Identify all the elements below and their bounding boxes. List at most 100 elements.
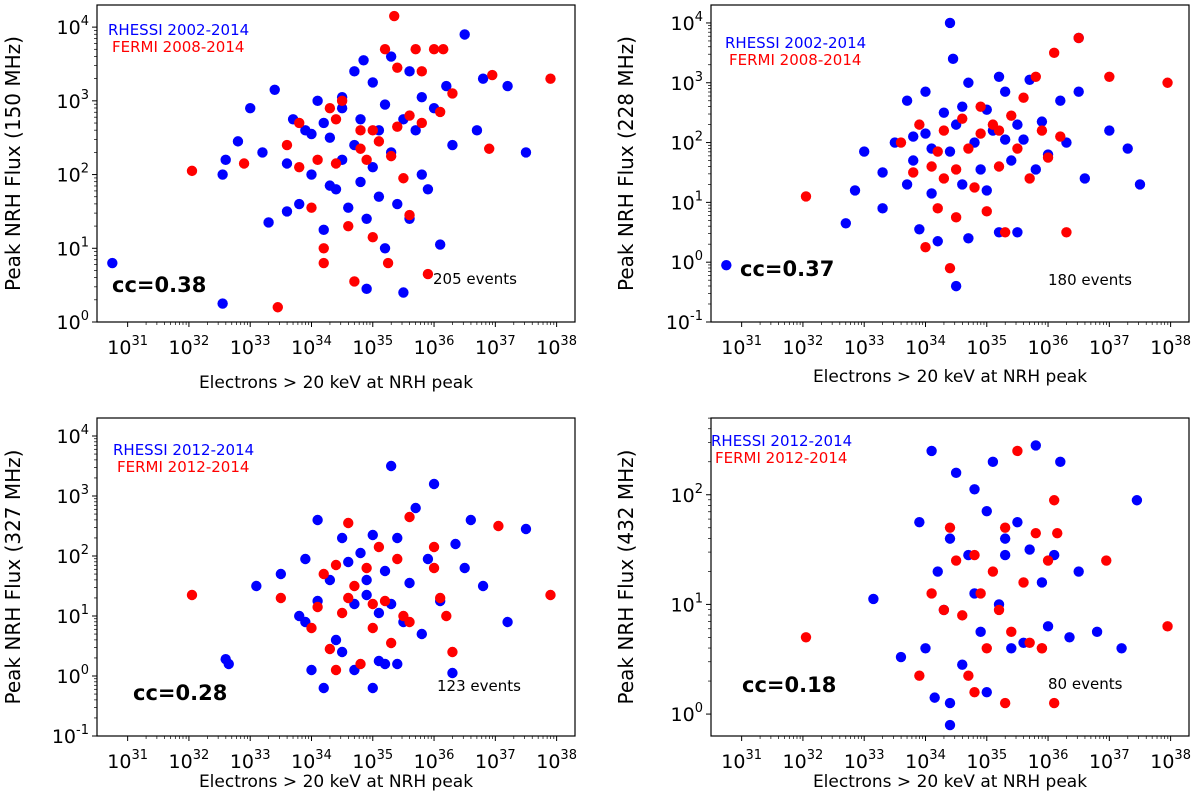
y-tick-label: 101 <box>671 189 703 214</box>
data-point-fermi <box>272 302 283 313</box>
data-point-rhessi <box>502 80 513 92</box>
data-point-rhessi <box>1006 643 1017 654</box>
data-point-fermi <box>957 113 968 124</box>
data-point-rhessi <box>434 239 446 250</box>
y-axis-label: Peak NRH Flux (150 MHz) <box>1 36 25 291</box>
data-point-fermi <box>336 95 348 107</box>
data-point-rhessi <box>1091 626 1103 638</box>
data-point-fermi <box>312 154 323 166</box>
data-point-rhessi <box>944 533 956 544</box>
data-point-rhessi <box>929 692 940 703</box>
data-point-rhessi <box>920 86 931 97</box>
data-point-rhessi <box>993 71 1005 82</box>
data-point-fermi <box>404 209 415 221</box>
data-point-fermi <box>950 555 962 566</box>
data-point-fermi <box>938 125 950 136</box>
data-point-fermi <box>330 158 342 169</box>
data-point-rhessi <box>938 107 950 118</box>
data-point-rhessi <box>987 456 999 468</box>
data-point-rhessi <box>324 180 336 191</box>
data-point-rhessi <box>895 651 907 663</box>
x-tick-label: 1033 <box>230 334 271 359</box>
data-point-fermi <box>950 212 962 223</box>
x-tick-label: 1034 <box>291 748 332 773</box>
data-point-fermi <box>330 114 342 125</box>
data-point-fermi <box>1006 626 1017 638</box>
data-point-rhessi <box>300 553 311 565</box>
data-point-fermi <box>398 173 409 184</box>
data-point-rhessi <box>428 478 440 490</box>
data-point-fermi <box>545 589 556 601</box>
data-point-fermi <box>914 119 925 130</box>
x-tick-label: 1037 <box>1089 334 1130 359</box>
legend-fermi: FERMI 2008-2014 <box>112 38 244 56</box>
data-point-fermi <box>999 522 1011 533</box>
data-point-rhessi <box>1012 119 1023 130</box>
data-point-rhessi <box>920 643 931 654</box>
data-point-fermi <box>1030 71 1041 82</box>
data-point-rhessi <box>373 607 385 619</box>
data-point-rhessi <box>257 147 268 158</box>
data-point-fermi <box>389 10 400 22</box>
data-point-fermi <box>294 161 305 173</box>
data-point-rhessi <box>410 502 421 514</box>
data-point-fermi <box>981 643 992 654</box>
data-point-fermi <box>330 664 342 676</box>
data-point-rhessi <box>367 529 378 541</box>
y-axis-label: Peak NRH Flux (228 MHz) <box>614 36 638 291</box>
data-point-rhessi <box>957 101 968 112</box>
data-point-fermi <box>447 646 458 658</box>
data-point-rhessi <box>868 593 879 605</box>
data-point-fermi <box>963 143 974 154</box>
data-point-rhessi <box>361 283 372 295</box>
data-point-rhessi <box>1104 125 1115 136</box>
data-point-fermi <box>434 106 446 118</box>
data-point-fermi <box>306 202 317 213</box>
data-point-rhessi <box>324 132 336 143</box>
data-point-fermi <box>349 276 360 287</box>
data-point-fermi <box>1030 527 1041 539</box>
data-point-fermi <box>1048 495 1060 506</box>
data-point-fermi <box>422 268 434 280</box>
data-point-fermi <box>404 110 415 121</box>
legend-rhessi: RHESSI 2002-2014 <box>108 21 249 39</box>
y-tick-label: 102 <box>671 482 703 507</box>
data-point-fermi <box>306 622 317 634</box>
x-tick-label: 1036 <box>414 334 455 359</box>
data-point-rhessi <box>107 257 118 269</box>
x-axis-label: Electrons > 20 keV at NRH peak <box>813 772 1087 792</box>
data-point-rhessi <box>269 84 280 95</box>
data-point-rhessi <box>1030 440 1041 451</box>
x-axis-label: Electrons > 20 keV at NRH peak <box>199 772 473 792</box>
event-count-label: 205 events <box>433 270 517 288</box>
data-point-rhessi <box>914 516 925 528</box>
data-point-rhessi <box>459 29 470 40</box>
data-point-fermi <box>343 592 354 604</box>
data-point-rhessi <box>981 185 992 196</box>
data-point-fermi <box>969 549 980 561</box>
y-axis-label: Peak NRH Flux (327 MHz) <box>1 450 25 705</box>
legend-rhessi: RHESSI 2002-2014 <box>725 34 866 52</box>
data-point-rhessi <box>410 125 421 136</box>
event-count-label: 80 events <box>1048 675 1123 693</box>
y-tick-label: 103 <box>57 88 89 113</box>
data-point-rhessi <box>361 213 372 224</box>
data-point-rhessi <box>416 169 427 180</box>
x-tick-label: 1032 <box>783 334 824 359</box>
data-point-rhessi <box>306 664 317 676</box>
data-point-rhessi <box>477 580 489 592</box>
y-tick-label: 10-1 <box>52 723 89 748</box>
data-point-rhessi <box>379 565 391 577</box>
data-point-rhessi <box>245 103 256 114</box>
data-point-rhessi <box>318 682 329 694</box>
data-point-rhessi <box>343 202 354 213</box>
data-point-rhessi <box>392 532 403 544</box>
data-point-rhessi <box>471 125 483 136</box>
data-point-fermi <box>938 604 950 616</box>
y-tick-label: 103 <box>57 483 89 508</box>
data-point-fermi <box>392 553 403 565</box>
data-point-rhessi <box>379 99 391 110</box>
x-tick-label: 1038 <box>1150 748 1191 773</box>
x-tick-label: 1034 <box>905 748 946 773</box>
y-tick-label: 104 <box>57 423 89 448</box>
